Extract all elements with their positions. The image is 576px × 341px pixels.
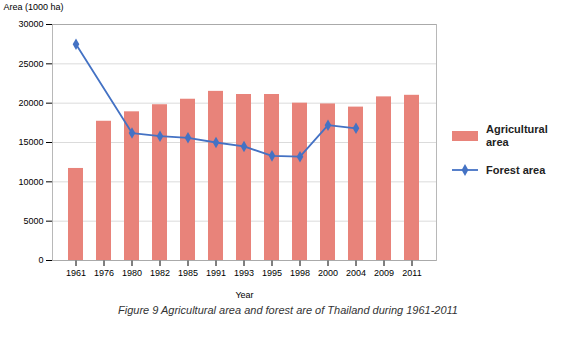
svg-text:30000: 30000: [18, 19, 43, 29]
svg-text:1995: 1995: [262, 268, 282, 278]
svg-text:2009: 2009: [374, 268, 394, 278]
svg-text:2004: 2004: [346, 268, 366, 278]
svg-text:2000: 2000: [318, 268, 338, 278]
svg-text:1980: 1980: [122, 268, 142, 278]
svg-text:1961: 1961: [66, 268, 86, 278]
svg-text:25000: 25000: [18, 59, 43, 69]
svg-text:15000: 15000: [18, 137, 43, 147]
svg-text:1998: 1998: [290, 268, 310, 278]
html-text:Forest area: Forest area: [486, 163, 546, 176]
html-text:Agricultural area: Agricultural area: [486, 122, 548, 148]
svg-text:5000: 5000: [23, 216, 43, 226]
svg-text:2011: 2011: [402, 268, 421, 278]
svg-text:1991: 1991: [206, 268, 226, 278]
svg-text:10000: 10000: [18, 177, 43, 187]
svg-text:Year: Year: [235, 290, 253, 300]
svg-text:1982: 1982: [150, 268, 170, 278]
svg-text:1993: 1993: [234, 268, 254, 278]
html-text:Figure 9 Agricultural area and: Figure 9 Agricultural area and forest ar…: [118, 304, 458, 316]
svg-text:0: 0: [38, 255, 43, 265]
svg-text:Area (1000 ha): Area (1000 ha): [4, 2, 64, 12]
svg-text:1976: 1976: [94, 268, 114, 278]
svg-text:20000: 20000: [18, 98, 43, 108]
svg-text:1985: 1985: [178, 268, 198, 278]
